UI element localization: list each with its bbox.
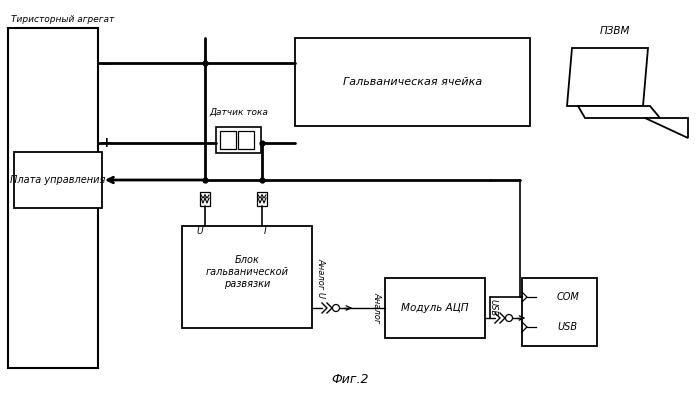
Text: USB: USB bbox=[489, 299, 498, 317]
Text: −: − bbox=[101, 56, 113, 70]
Polygon shape bbox=[567, 48, 648, 106]
Text: ПЗВМ: ПЗВМ bbox=[600, 26, 630, 36]
Text: I: I bbox=[264, 227, 266, 236]
Text: Аналог U: Аналог U bbox=[316, 258, 325, 298]
Bar bbox=[14, 152, 102, 208]
Text: COM: COM bbox=[556, 292, 579, 302]
Text: USB: USB bbox=[557, 322, 578, 332]
Text: +: + bbox=[101, 136, 113, 150]
Polygon shape bbox=[578, 106, 660, 118]
Text: Гальваническая ячейка: Гальваническая ячейка bbox=[343, 77, 482, 87]
Bar bbox=[220, 131, 236, 149]
Text: Модуль АЦП: Модуль АЦП bbox=[401, 303, 469, 313]
Text: Аналог: Аналог bbox=[372, 292, 382, 324]
Bar bbox=[216, 127, 261, 153]
Bar bbox=[257, 192, 267, 206]
Bar bbox=[238, 131, 254, 149]
Bar bbox=[295, 38, 530, 126]
Text: U: U bbox=[197, 227, 203, 236]
Polygon shape bbox=[645, 118, 688, 138]
Bar bbox=[182, 226, 312, 328]
Bar bbox=[200, 192, 210, 206]
Text: Плата управления: Плата управления bbox=[10, 175, 106, 185]
Text: Тиристорный агрегат: Тиристорный агрегат bbox=[11, 15, 114, 24]
Bar bbox=[8, 28, 98, 368]
Bar bbox=[385, 278, 485, 338]
Text: Фиг.2: Фиг.2 bbox=[331, 373, 369, 386]
Bar bbox=[522, 278, 597, 346]
Text: Блок
гальванической
развязки: Блок гальванической развязки bbox=[206, 255, 288, 289]
Text: Датчик тока: Датчик тока bbox=[209, 108, 268, 117]
